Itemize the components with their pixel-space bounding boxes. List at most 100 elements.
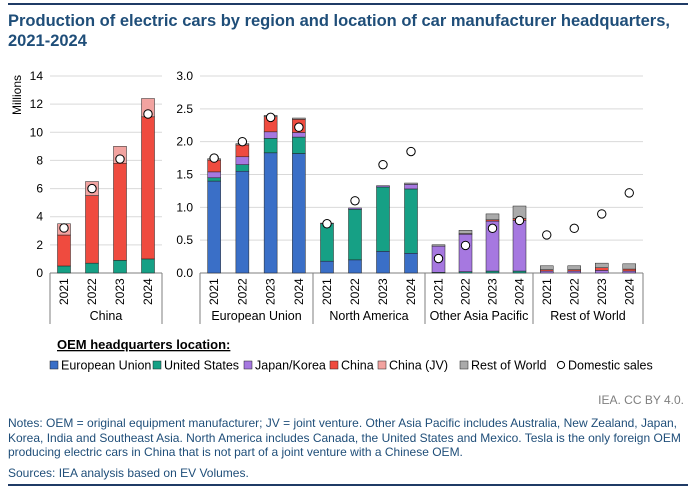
domestic-sales-marker-china-2021 bbox=[59, 223, 69, 233]
x-tick-label: 2021 bbox=[57, 278, 71, 305]
bar-segment-other-asia-pacific-2022-japan-korea bbox=[458, 234, 473, 272]
bar-segment-china-2023-united-states bbox=[113, 260, 127, 274]
bar-segment-north-america-2024-rest-of-world bbox=[404, 182, 418, 185]
bar-segment-china-2022-china bbox=[85, 195, 99, 264]
x-tick-label: 2024 bbox=[622, 278, 636, 305]
bar-segment-china-2024-china bbox=[141, 116, 155, 260]
bar-segment-european-union-2021-united-states bbox=[207, 177, 221, 182]
chart-area: 0 2 4 6 8 10 12 14 2021 2022 2023 2024 China Millions… bbox=[10, 69, 653, 373]
legend-item-china-jv-swatch bbox=[377, 360, 387, 370]
region-label-european-union: European Union bbox=[211, 309, 301, 323]
bar-segment-rest-of-world-2021-japan-korea bbox=[540, 270, 554, 274]
x-tick-label: 2021 bbox=[320, 278, 334, 305]
legend-item-rest-of-world-label: Rest of World bbox=[471, 359, 547, 373]
bar-segment-european-union-2022-united-states bbox=[235, 164, 250, 172]
region-label-north-america: North America bbox=[329, 309, 408, 323]
legend-item-china-jv-label: China (JV) bbox=[389, 359, 448, 373]
region-label-china: China bbox=[90, 309, 123, 323]
domestic-sales-marker-rest-of-world-2022 bbox=[569, 223, 579, 234]
x-tick-label: 2024 bbox=[292, 278, 306, 305]
chart-title: Production of electric cars by region an… bbox=[8, 12, 670, 50]
bar-segment-north-america-2024-united-states bbox=[404, 188, 418, 254]
bar-segment-north-america-2021-european-union bbox=[320, 260, 334, 274]
bar-segment-china-2023-china bbox=[113, 162, 127, 261]
x-tick-label: 2023 bbox=[264, 278, 278, 305]
sources-text: Sources: IEA analysis based on EV Volume… bbox=[8, 466, 249, 480]
x-tick-label: 2023 bbox=[113, 278, 127, 305]
y-tick-label: 2.0 bbox=[176, 135, 193, 149]
legend-item-united-states-swatch bbox=[152, 360, 162, 370]
x-tick-label: 2024 bbox=[404, 278, 418, 305]
domestic-sales-marker-china-2024 bbox=[143, 109, 153, 119]
x-tick-label: 2021 bbox=[207, 278, 221, 305]
bar-segment-rest-of-world-2023-china bbox=[595, 267, 609, 271]
y-tick-label: 8 bbox=[36, 153, 43, 167]
bar-segment-china-2024-united-states bbox=[141, 258, 155, 274]
domestic-sales-marker-european-union-2021 bbox=[209, 153, 219, 163]
bar-segment-other-asia-pacific-2022-rest-of-world bbox=[458, 230, 473, 234]
y-tick-label: 1.5 bbox=[176, 168, 193, 182]
region-label-other-asia-pacific: Other Asia Pacific bbox=[430, 309, 529, 323]
y-tick-label: 10 bbox=[30, 125, 44, 139]
x-tick-label: 2022 bbox=[459, 278, 473, 305]
region-label-rest-of-world: Rest of World bbox=[550, 309, 626, 323]
y-tick-label: 6 bbox=[36, 182, 43, 196]
bar-segment-european-union-2024-united-states bbox=[292, 136, 306, 154]
domestic-sales-marker-north-america-2021 bbox=[322, 219, 332, 229]
domestic-sales-marker-north-america-2022 bbox=[350, 196, 360, 206]
bar-segment-european-union-2022-japan-korea bbox=[235, 156, 250, 165]
y-tick-label: 0 bbox=[36, 266, 43, 280]
y-axis-label: Millions bbox=[10, 75, 24, 115]
bar-segment-china-2022-united-states bbox=[85, 262, 99, 274]
bar-segment-rest-of-world-2023-rest-of-world bbox=[595, 262, 609, 268]
bar-segment-china-2021-china bbox=[57, 234, 71, 267]
bar-segment-other-asia-pacific-2024-japan-korea bbox=[512, 220, 527, 272]
domestic-sales-marker-european-union-2023 bbox=[265, 112, 276, 123]
bar-segment-north-america-2024-european-union bbox=[404, 253, 418, 274]
domestic-sales-marker-other-asia-pacific-2024 bbox=[514, 215, 525, 226]
y-tick-label: 3.0 bbox=[176, 69, 193, 83]
domestic-sales-marker-european-union-2022 bbox=[237, 136, 248, 147]
bar-segment-european-union-2022-european-union bbox=[235, 170, 250, 274]
domestic-sales-marker-china-2022 bbox=[87, 183, 97, 194]
top-rule bbox=[8, 3, 688, 5]
notes-text: Notes: OEM = original equipment manufact… bbox=[8, 416, 681, 460]
bar-segment-other-asia-pacific-2021-rest-of-world bbox=[431, 244, 446, 247]
credit-text: IEA. CC BY 4.0. bbox=[598, 393, 684, 407]
bar-segment-european-union-2021-european-union bbox=[207, 180, 221, 274]
bar-segment-north-america-2024-japan-korea bbox=[404, 184, 418, 190]
legend-item-china-label: China bbox=[341, 359, 374, 373]
legend-item-domestic-sales-marker bbox=[556, 360, 566, 370]
bar-segment-other-asia-pacific-2024-united-states bbox=[512, 270, 527, 274]
x-tick-label: 2024 bbox=[141, 278, 155, 305]
x-tick-label: 2021 bbox=[540, 278, 554, 305]
legend-item-domestic-sales-label: Domestic sales bbox=[568, 359, 653, 373]
y-tick-label: 4 bbox=[36, 210, 43, 224]
domestic-sales-marker-rest-of-world-2024 bbox=[624, 188, 634, 198]
x-tick-label: 2023 bbox=[595, 278, 609, 305]
bar-segment-north-america-2022-japan-korea bbox=[348, 207, 362, 210]
x-tick-label: 2023 bbox=[376, 278, 390, 305]
legend-item-rest-of-world-swatch bbox=[459, 360, 469, 370]
bar-segment-other-asia-pacific-2023-rest-of-world bbox=[485, 213, 500, 221]
bar-segment-rest-of-world-2022-japan-korea bbox=[567, 270, 581, 274]
bar-segment-north-america-2021-united-states bbox=[320, 223, 334, 262]
domestic-sales-marker-other-asia-pacific-2021 bbox=[433, 253, 444, 264]
y-tick-label: 2.5 bbox=[176, 102, 193, 116]
bar-segment-china-2021-united-states bbox=[57, 265, 71, 274]
y-tick-label: 12 bbox=[30, 97, 44, 111]
bar-segment-european-union-2022-china bbox=[235, 144, 250, 158]
bar-segment-rest-of-world-2021-rest-of-world bbox=[540, 265, 554, 270]
bar-segment-european-union-2023-united-states bbox=[263, 138, 278, 154]
y-tick-label: 2 bbox=[36, 238, 43, 252]
legend-item-china-swatch bbox=[329, 360, 339, 370]
x-tick-label: 2022 bbox=[567, 278, 581, 305]
domestic-sales-marker-north-america-2023 bbox=[378, 159, 388, 170]
x-tick-label: 2021 bbox=[432, 278, 446, 305]
domestic-sales-marker-rest-of-world-2023 bbox=[597, 209, 607, 219]
bar-segment-north-america-2023-united-states bbox=[376, 186, 390, 252]
domestic-sales-marker-other-asia-pacific-2022 bbox=[460, 240, 471, 251]
legend-item-european-union-label: European Union bbox=[61, 359, 151, 373]
domestic-sales-marker-china-2023 bbox=[115, 154, 125, 164]
domestic-sales-marker-other-asia-pacific-2023 bbox=[487, 223, 498, 234]
